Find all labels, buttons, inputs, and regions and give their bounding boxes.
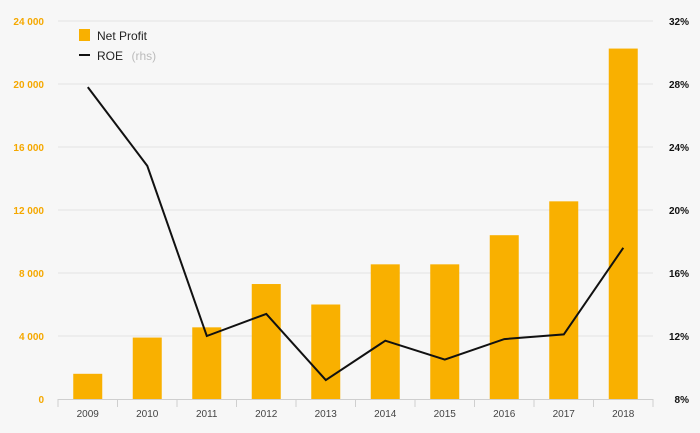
- right-axis-ticks: 8% 12% 16% 20% 24% 28% 32%: [669, 17, 689, 406]
- legend-bar-swatch: [79, 29, 90, 41]
- left-tick-label: 0: [38, 395, 44, 406]
- left-tick-label: 8 000: [19, 269, 44, 280]
- right-tick-label: 32%: [669, 17, 689, 28]
- x-tick-label: 2014: [374, 409, 397, 420]
- right-tick-label: 20%: [669, 206, 689, 217]
- bar-series: [73, 48, 638, 399]
- left-tick-label: 24 000: [13, 17, 44, 28]
- left-axis-ticks: 0 4 000 8 000 12 000 16 000 20 000 24 000: [13, 17, 44, 406]
- legend: Net Profit ROE (rhs): [79, 29, 156, 64]
- legend-line-suffix: (rhs): [131, 49, 156, 63]
- bar-2014: [370, 264, 400, 399]
- x-axis: 2009 2010 2011 2012 2013 2014 2015 2016 2017 2018: [57, 399, 654, 420]
- bar-2013: [311, 304, 341, 399]
- bar-2017: [549, 201, 579, 399]
- left-tick-label: 20 000: [13, 80, 44, 91]
- right-tick-label: 8%: [675, 395, 690, 406]
- roe-line: [87, 86, 625, 382]
- left-tick-label: 16 000: [13, 143, 44, 154]
- bar-2015: [430, 264, 460, 399]
- x-tick-label: 2015: [434, 409, 457, 420]
- legend-line-label: ROE: [97, 49, 123, 63]
- left-tick-label: 4 000: [19, 332, 44, 343]
- right-tick-label: 12%: [669, 332, 689, 343]
- x-tick-label: 2012: [255, 409, 278, 420]
- bar-2012: [251, 284, 281, 399]
- legend-line-label-group: ROE (rhs): [97, 47, 156, 64]
- x-tick-label: 2010: [136, 409, 159, 420]
- x-tick-label: 2011: [196, 409, 218, 420]
- line-series: [87, 86, 625, 382]
- bar-2009: [73, 373, 103, 399]
- bar-2018: [608, 48, 638, 399]
- legend-bar-label: Net Profit: [97, 29, 148, 43]
- left-tick-label: 12 000: [13, 206, 44, 217]
- x-tick-label: 2017: [553, 409, 576, 420]
- right-tick-label: 24%: [669, 143, 689, 154]
- right-tick-label: 28%: [669, 80, 689, 91]
- x-tick-label: 2013: [315, 409, 338, 420]
- bar-2016: [489, 235, 519, 399]
- x-tick-label: 2016: [493, 409, 516, 420]
- right-tick-label: 16%: [669, 269, 689, 280]
- bar-2011: [192, 327, 222, 399]
- x-tick-label: 2018: [612, 409, 635, 420]
- x-tick-label: 2009: [77, 409, 100, 420]
- bar-2010: [132, 337, 162, 399]
